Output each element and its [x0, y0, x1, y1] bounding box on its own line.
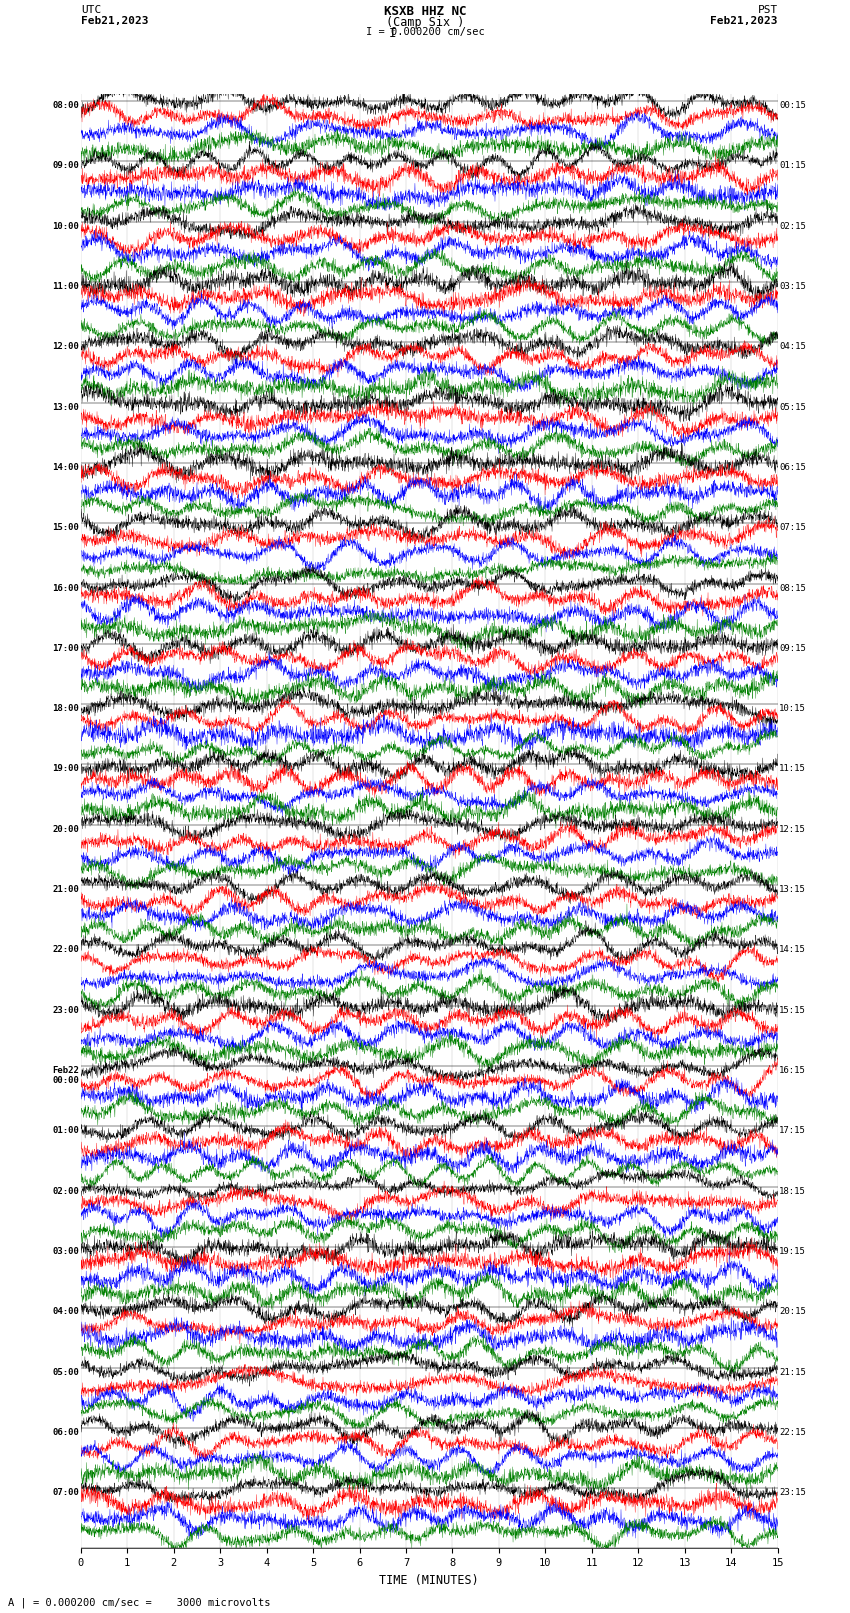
Text: 18:15: 18:15	[779, 1187, 806, 1195]
Text: Feb21,2023: Feb21,2023	[81, 16, 148, 26]
Text: 04:00: 04:00	[53, 1307, 79, 1316]
Text: 19:15: 19:15	[779, 1247, 806, 1257]
Text: 01:15: 01:15	[779, 161, 806, 171]
Text: 16:15: 16:15	[779, 1066, 806, 1074]
Text: 10:15: 10:15	[779, 705, 806, 713]
Text: 11:15: 11:15	[779, 765, 806, 774]
Text: 05:15: 05:15	[779, 403, 806, 411]
Text: 15:15: 15:15	[779, 1007, 806, 1015]
Text: 19:00: 19:00	[53, 765, 79, 774]
Text: 11:00: 11:00	[53, 282, 79, 290]
Text: 12:15: 12:15	[779, 824, 806, 834]
Text: UTC: UTC	[81, 5, 101, 15]
Text: 20:00: 20:00	[53, 824, 79, 834]
Text: 23:15: 23:15	[779, 1489, 806, 1497]
Text: A | = 0.000200 cm/sec =    3000 microvolts: A | = 0.000200 cm/sec = 3000 microvolts	[8, 1597, 271, 1608]
Text: 17:00: 17:00	[53, 644, 79, 653]
Text: KSXB HHZ NC: KSXB HHZ NC	[383, 5, 467, 18]
Text: 07:15: 07:15	[779, 523, 806, 532]
Text: 18:00: 18:00	[53, 705, 79, 713]
Text: 15:00: 15:00	[53, 523, 79, 532]
Text: 17:15: 17:15	[779, 1126, 806, 1136]
Text: Feb21,2023: Feb21,2023	[711, 16, 778, 26]
Text: 06:00: 06:00	[53, 1428, 79, 1437]
Text: 14:00: 14:00	[53, 463, 79, 473]
Text: 06:15: 06:15	[779, 463, 806, 473]
Text: 03:00: 03:00	[53, 1247, 79, 1257]
Text: 10:00: 10:00	[53, 221, 79, 231]
Text: 08:00: 08:00	[53, 102, 79, 110]
Text: 13:00: 13:00	[53, 403, 79, 411]
Text: 21:15: 21:15	[779, 1368, 806, 1376]
Text: 08:15: 08:15	[779, 584, 806, 592]
Text: 03:15: 03:15	[779, 282, 806, 290]
Text: 02:00: 02:00	[53, 1187, 79, 1195]
Text: (Camp Six ): (Camp Six )	[386, 16, 464, 29]
X-axis label: TIME (MINUTES): TIME (MINUTES)	[379, 1574, 479, 1587]
Text: I: I	[388, 27, 396, 40]
Text: 23:00: 23:00	[53, 1007, 79, 1015]
Text: Feb22
00:00: Feb22 00:00	[53, 1066, 79, 1086]
Text: 05:00: 05:00	[53, 1368, 79, 1376]
Text: 00:15: 00:15	[779, 102, 806, 110]
Text: 07:00: 07:00	[53, 1489, 79, 1497]
Text: 22:15: 22:15	[779, 1428, 806, 1437]
Text: 20:15: 20:15	[779, 1307, 806, 1316]
Text: I = 0.000200 cm/sec: I = 0.000200 cm/sec	[366, 27, 484, 37]
Text: 02:15: 02:15	[779, 221, 806, 231]
Text: 14:15: 14:15	[779, 945, 806, 955]
Text: 22:00: 22:00	[53, 945, 79, 955]
Text: PST: PST	[757, 5, 778, 15]
Text: 21:00: 21:00	[53, 886, 79, 894]
Text: 01:00: 01:00	[53, 1126, 79, 1136]
Text: 13:15: 13:15	[779, 886, 806, 894]
Text: 09:00: 09:00	[53, 161, 79, 171]
Text: 09:15: 09:15	[779, 644, 806, 653]
Text: 16:00: 16:00	[53, 584, 79, 592]
Text: 12:00: 12:00	[53, 342, 79, 352]
Text: 04:15: 04:15	[779, 342, 806, 352]
